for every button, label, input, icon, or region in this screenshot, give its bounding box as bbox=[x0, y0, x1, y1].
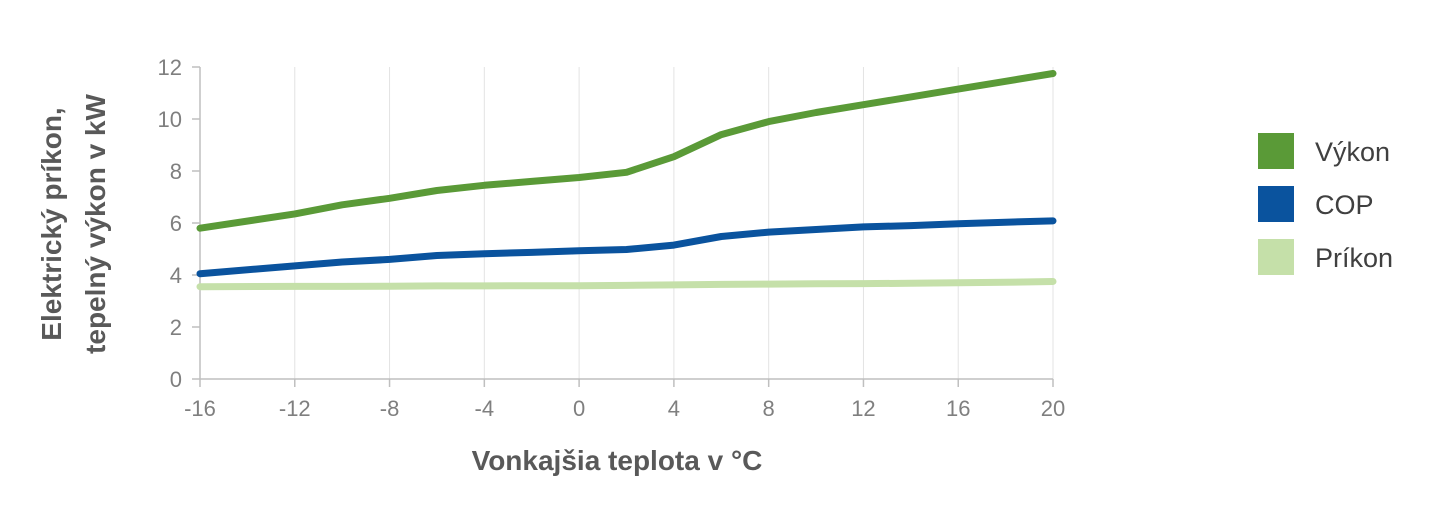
x-tick-label: -4 bbox=[475, 396, 495, 421]
x-axis-title: Vonkajšia teplota v °C bbox=[472, 445, 763, 476]
x-tick-label: 20 bbox=[1041, 396, 1065, 421]
y-tick-label: 10 bbox=[158, 107, 182, 132]
x-tick-label: -12 bbox=[279, 396, 311, 421]
legend: Výkon COP Príkon bbox=[1258, 133, 1393, 275]
y-tick-label: 4 bbox=[170, 263, 182, 288]
series-line-2 bbox=[196, 217, 1057, 278]
x-tick-label: 12 bbox=[851, 396, 875, 421]
legend-label: COP bbox=[1315, 190, 1374, 220]
y-tick-label: 0 bbox=[170, 367, 182, 392]
x-tick-label: 0 bbox=[573, 396, 585, 421]
series-line-1 bbox=[196, 70, 1057, 232]
y-tick-label: 8 bbox=[170, 159, 182, 184]
y-axis-title: Elektrický príkon, tepelný výkon v kW bbox=[36, 94, 111, 354]
y-axis-title-line-1: Elektrický príkon, bbox=[36, 107, 67, 340]
x-tick-label: -16 bbox=[184, 396, 216, 421]
x-tick-label: 16 bbox=[946, 396, 970, 421]
y-tick-label: 12 bbox=[158, 55, 182, 80]
y-axis-title-line-2: tepelný výkon v kW bbox=[80, 94, 111, 354]
x-tick-label: 8 bbox=[763, 396, 775, 421]
legend-swatch bbox=[1258, 133, 1294, 169]
legend-swatch bbox=[1258, 239, 1294, 275]
series-lines bbox=[196, 70, 1057, 291]
legend-swatch bbox=[1258, 186, 1294, 222]
x-tick-label: -8 bbox=[380, 396, 400, 421]
y-tick-label: 2 bbox=[170, 315, 182, 340]
x-tick-label: 4 bbox=[668, 396, 680, 421]
y-tick-label: 6 bbox=[170, 211, 182, 236]
axes bbox=[192, 66, 1054, 387]
series-line-3 bbox=[196, 278, 1057, 291]
tick-labels: 0 2 4 6 8 10 12 -16 -12 -8 -4 0 4 8 12 16 20 bbox=[158, 55, 1066, 421]
legend-label: Príkon bbox=[1315, 243, 1393, 273]
legend-label: Výkon bbox=[1315, 137, 1390, 167]
